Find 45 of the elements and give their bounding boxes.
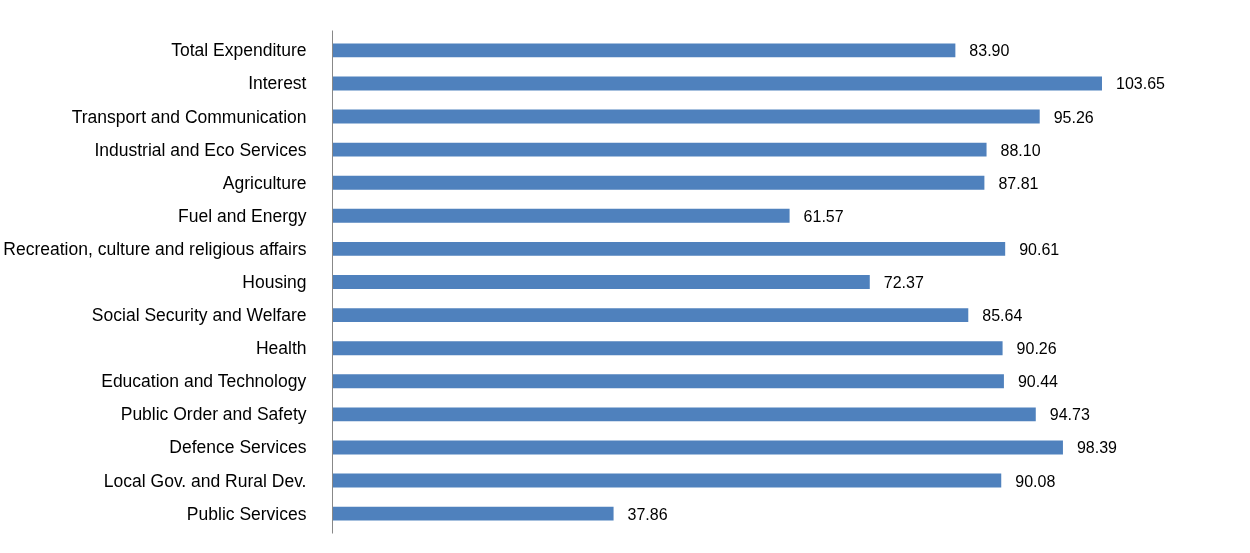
y-tick-label: Industrial and Eco Services [94,139,307,160]
data-label: 83.90 [969,42,1010,60]
y-tick-label: Recreation, culture and religious affairs [3,238,307,259]
bar [332,43,956,58]
data-label: 95.26 [1053,108,1094,126]
y-tick-label: Local Gov. and Rural Dev. [103,470,307,491]
data-label: 72.37 [883,274,924,291]
data-label: 87.81 [998,174,1039,192]
y-tick-label: Housing [242,272,307,292]
y-tick-label: Education and Technology [101,371,307,392]
data-label: 90.08 [1015,472,1056,490]
data-label: 85.64 [982,307,1023,325]
bar [332,374,1004,389]
data-label: 37.86 [627,505,668,523]
bar [332,241,1006,256]
bar [332,208,790,223]
data-label: 94.73 [1049,406,1090,424]
data-label: 90.26 [1016,340,1057,358]
data-label: 88.10 [1000,141,1041,159]
bar [332,175,985,190]
bar [332,407,1036,422]
y-tick-label: Agriculture [222,172,307,193]
data-label: 90.61 [1019,240,1060,258]
bar [332,142,987,157]
bar [332,341,1003,356]
y-tick-label: Public Services [186,503,307,524]
y-tick-label: Public Order and Safety [120,404,307,425]
bar [332,76,1102,91]
y-tick-label: Transport and Communication [71,106,307,127]
y-tick-label: Fuel and Energy [178,205,307,226]
bar [332,506,614,521]
data-label: 61.57 [803,207,844,225]
data-label: 103.65 [1115,75,1166,93]
y-tick-label: Social Security and Welfare [91,305,307,326]
bar [332,109,1040,124]
bar [332,275,870,289]
data-label: 90.44 [1017,373,1059,391]
data-label: 98.39 [1076,439,1118,457]
bar [332,473,1002,488]
bar [332,308,969,323]
bar [332,440,1063,455]
y-tick-label: Defence Services [169,437,307,458]
y-tick-label: Health [255,338,307,359]
y-tick-label: Total Expenditure [171,40,307,61]
y-tick-label: Interest [248,73,307,94]
